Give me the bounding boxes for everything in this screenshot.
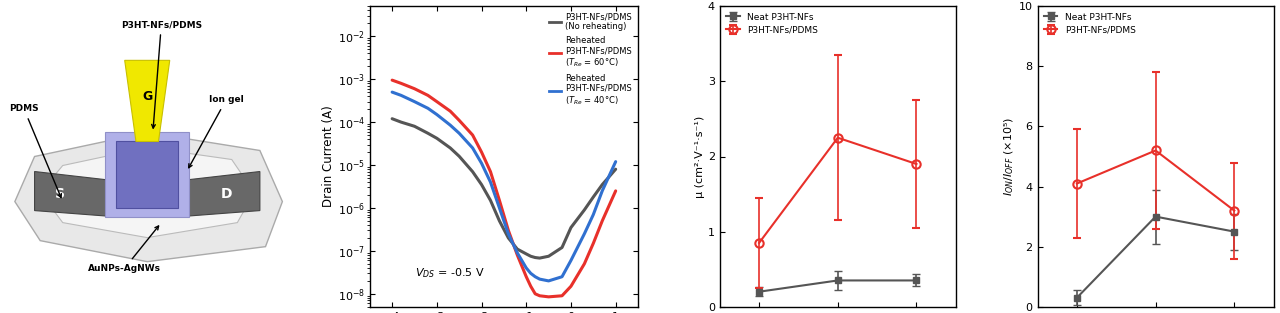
Text: $V_{DS}$ = -0.5 V: $V_{DS}$ = -0.5 V (415, 267, 485, 280)
Y-axis label: $I_{ON}/I_{OFF}$ (×10⁵): $I_{ON}/I_{OFF}$ (×10⁵) (1002, 117, 1016, 196)
Polygon shape (15, 132, 283, 262)
Polygon shape (180, 172, 260, 217)
Legend: Neat P3HT-NFs, P3HT-NFs/PDMS: Neat P3HT-NFs, P3HT-NFs/PDMS (1042, 11, 1138, 36)
Polygon shape (35, 172, 114, 217)
Y-axis label: μ (cm²·V⁻¹·s⁻¹): μ (cm²·V⁻¹·s⁻¹) (695, 115, 705, 198)
Text: Ion gel: Ion gel (188, 95, 243, 168)
Legend: P3HT-NFs/PDMS
(No reheating), Reheated
P3HT-NFs/PDMS
($T_{Re}$ = 60°C), Reheated: P3HT-NFs/PDMS (No reheating), Reheated P… (547, 10, 634, 109)
Polygon shape (105, 132, 189, 217)
Text: S: S (55, 187, 65, 201)
Polygon shape (40, 147, 255, 238)
Y-axis label: Drain Current (A): Drain Current (A) (321, 105, 335, 208)
Text: PDMS: PDMS (9, 105, 61, 198)
Text: G: G (142, 90, 152, 103)
Polygon shape (116, 141, 178, 208)
Text: P3HT-NFs/PDMS: P3HT-NFs/PDMS (120, 20, 202, 128)
Polygon shape (124, 60, 170, 141)
Text: D: D (220, 187, 232, 201)
Legend: Neat P3HT-NFs, P3HT-NFs/PDMS: Neat P3HT-NFs, P3HT-NFs/PDMS (724, 11, 819, 36)
Text: AuNPs-AgNWs: AuNPs-AgNWs (88, 226, 161, 273)
